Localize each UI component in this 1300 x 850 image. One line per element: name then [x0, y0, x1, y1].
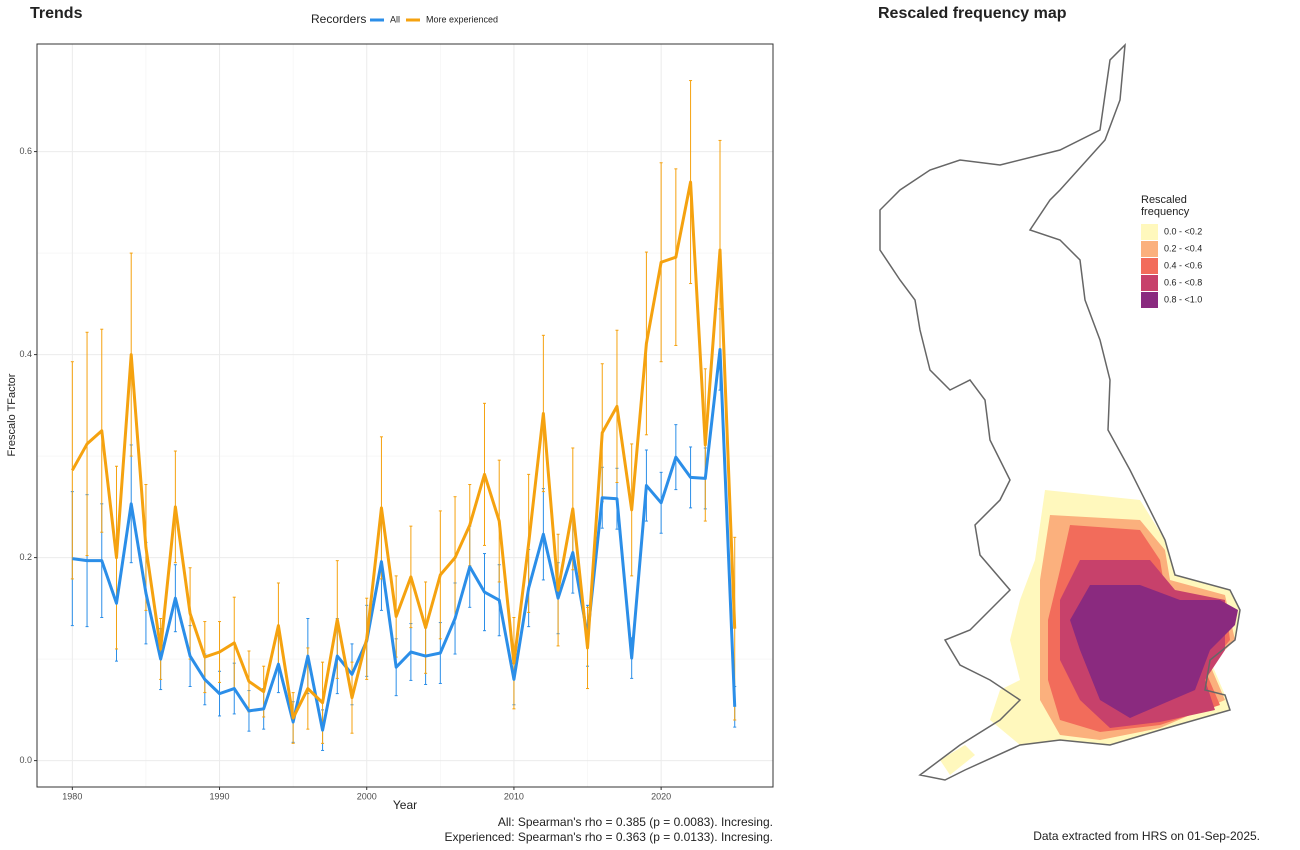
- legend-title: Recorders: [311, 12, 366, 26]
- y-tick-label: 0.4: [19, 349, 32, 359]
- legend-swatch: [1141, 258, 1158, 274]
- map-note: Data extracted from HRS on 01-Sep-2025.: [1033, 829, 1260, 843]
- map-legend-title: frequency: [1141, 206, 1190, 218]
- line: [72, 348, 737, 732]
- legend-label: 0.4 - <0.6: [1164, 260, 1202, 270]
- annotation: Experienced: Spearman's rho = 0.363 (p =…: [445, 830, 774, 844]
- legend-swatch: [1141, 224, 1158, 240]
- coastline: [879, 43, 1241, 781]
- map-region: [1070, 585, 1238, 718]
- map-title: Rescaled frequency map: [878, 5, 1067, 22]
- legend-swatch: [1141, 292, 1158, 308]
- legend-label: 0.6 - <0.8: [1164, 277, 1202, 287]
- legend-label: 0.2 - <0.4: [1164, 243, 1202, 253]
- x-axis-label: Year: [393, 798, 417, 812]
- map: [940, 490, 1240, 775]
- x-tick-label: 1990: [210, 791, 230, 801]
- plot-border: [36, 43, 774, 788]
- legend-label: 0.8 - <1.0: [1164, 294, 1202, 304]
- x-tick-label: 2020: [651, 791, 671, 801]
- y-axis-label: Frescalo TFactor: [6, 373, 18, 456]
- legend-swatch: [1141, 275, 1158, 291]
- legend-label: More experienced: [426, 14, 498, 24]
- legend-label: 0.0 - <0.2: [1164, 226, 1202, 236]
- y-tick-label: 0.2: [19, 552, 32, 562]
- chart-title: Trends: [30, 5, 83, 22]
- legend-label: All: [390, 14, 400, 24]
- line: [71, 180, 737, 720]
- x-tick-label: 2010: [504, 791, 524, 801]
- map-legend-title: Rescaled: [1141, 194, 1187, 206]
- legend-swatch: [1141, 241, 1158, 257]
- x-tick-label: 2000: [357, 791, 377, 801]
- y-tick-label: 0.0: [19, 755, 32, 765]
- y-tick-label: 0.6: [19, 146, 32, 156]
- annotation: All: Spearman's rho = 0.385 (p = 0.0083)…: [498, 815, 773, 829]
- x-tick-label: 1980: [62, 791, 82, 801]
